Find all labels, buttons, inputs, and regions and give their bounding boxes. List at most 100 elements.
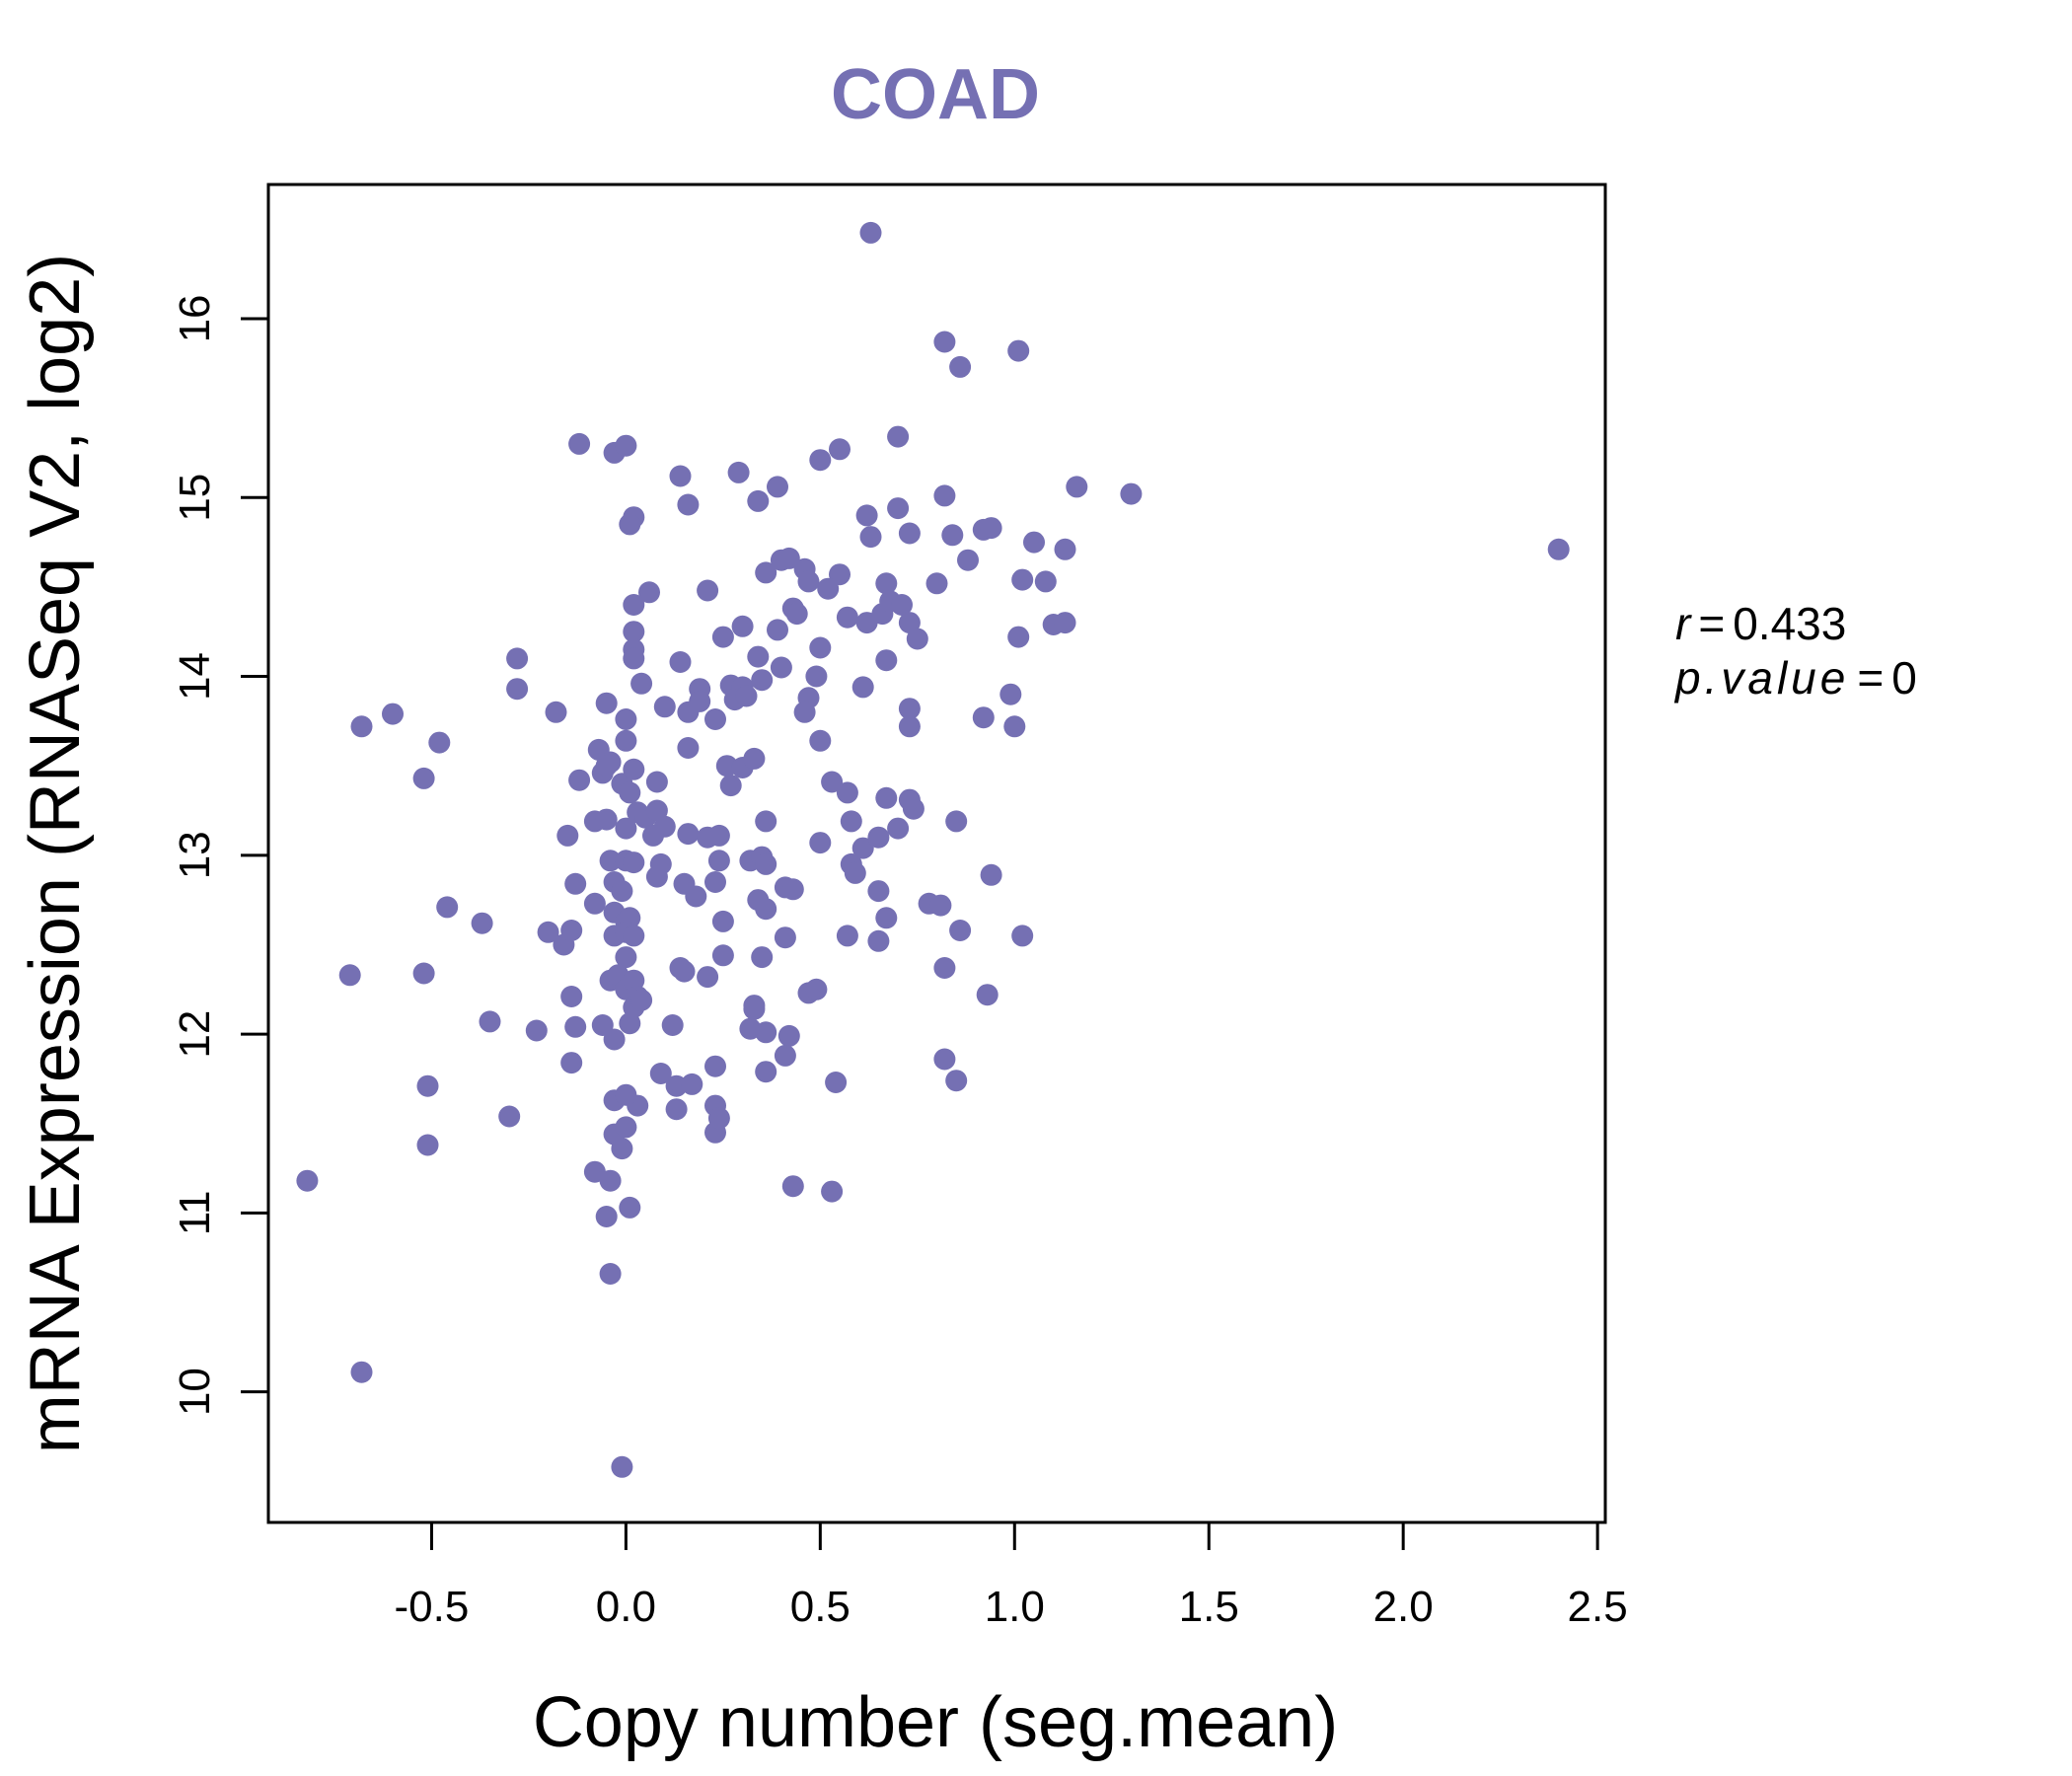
data-point [681, 1073, 703, 1095]
data-point [821, 1180, 844, 1203]
p-symbol: p.value [1673, 652, 1849, 703]
data-point [338, 964, 361, 987]
data-point [891, 594, 913, 616]
data-point [623, 594, 645, 616]
data-point [645, 799, 668, 822]
data-point [623, 925, 645, 947]
data-point [809, 636, 832, 659]
data-point [537, 921, 559, 943]
data-point [972, 706, 995, 729]
data-point [767, 476, 788, 498]
p-value: 0 [1891, 652, 1917, 703]
data-point [669, 651, 692, 673]
x-tick-label: 0.5 [790, 1583, 851, 1631]
data-point [545, 701, 567, 723]
data-point [560, 986, 583, 1007]
data-point [623, 758, 645, 780]
data-point [887, 817, 910, 840]
data-point [945, 810, 968, 833]
data-point [836, 925, 858, 947]
data-point [707, 1107, 730, 1130]
data-point [615, 946, 637, 969]
data-point [875, 649, 898, 672]
data-point [743, 998, 766, 1020]
data-point [556, 824, 579, 847]
data-point [999, 683, 1022, 705]
data-point [1066, 476, 1088, 498]
data-point [809, 832, 832, 854]
data-point [781, 1175, 804, 1198]
data-point [1034, 570, 1057, 593]
data-point [929, 894, 952, 917]
y-tick-label: 15 [171, 474, 219, 522]
data-point [727, 461, 750, 483]
data-point [677, 823, 700, 846]
data-point [623, 851, 645, 874]
data-point [677, 737, 700, 759]
data-point [623, 621, 645, 643]
data-point [933, 484, 956, 507]
data-point [595, 755, 618, 777]
data-point [583, 892, 606, 915]
x-tick-label: 1.5 [1179, 1583, 1239, 1631]
data-point [697, 966, 719, 989]
data-point [296, 1169, 319, 1192]
data-point [743, 747, 766, 770]
data-point [704, 1055, 726, 1077]
data-point [898, 522, 921, 545]
data-point [1054, 612, 1076, 634]
data-point [1003, 715, 1026, 738]
data-point [836, 781, 858, 804]
data-point [941, 524, 964, 547]
data-point [1007, 339, 1030, 362]
data-point [859, 221, 882, 244]
x-tick-label: 1.0 [985, 1583, 1045, 1631]
data-point [611, 1138, 633, 1160]
data-point [711, 944, 734, 967]
data-point [1054, 538, 1076, 560]
data-point [898, 715, 921, 738]
data-point [770, 656, 792, 679]
r-stat-line: r = 0.433 [1675, 598, 1846, 649]
data-point [855, 504, 878, 527]
data-point [1011, 925, 1034, 947]
data-point [751, 946, 774, 969]
data-point [595, 692, 618, 714]
data-point [957, 549, 979, 571]
data-point [851, 837, 874, 859]
data-point [707, 850, 730, 872]
data-point [630, 672, 653, 695]
data-point [619, 1196, 641, 1219]
data-point [599, 1169, 622, 1192]
data-point [677, 493, 700, 516]
data-point [887, 425, 910, 448]
data-point [615, 708, 637, 730]
data-point [1007, 626, 1030, 648]
y-tick-label: 11 [171, 1191, 219, 1236]
data-point [595, 1206, 618, 1227]
data-point [412, 962, 435, 985]
p-stat-line: p.value = 0 [1673, 652, 1917, 703]
x-tick-label: -0.5 [395, 1583, 470, 1631]
data-point [611, 880, 633, 903]
data-point [755, 852, 777, 875]
data-point [560, 920, 583, 941]
plot-frame [266, 183, 1607, 1524]
data-point [925, 572, 948, 595]
data-point [653, 696, 676, 718]
data-point [875, 572, 898, 595]
correlation-stats: r = 0.433 p.value = 0 [1673, 598, 1917, 703]
data-point [933, 331, 956, 353]
data-point [906, 628, 928, 650]
data-point [751, 669, 774, 692]
data-point [840, 810, 862, 833]
x-tick-label: 0.0 [596, 1583, 656, 1631]
data-point [980, 863, 1002, 886]
data-point [731, 615, 754, 637]
data-point [564, 1015, 587, 1038]
data-point [755, 561, 777, 584]
data-point [615, 1116, 637, 1139]
data-point [821, 771, 844, 793]
data-point [1120, 482, 1143, 505]
data-point [767, 619, 788, 641]
